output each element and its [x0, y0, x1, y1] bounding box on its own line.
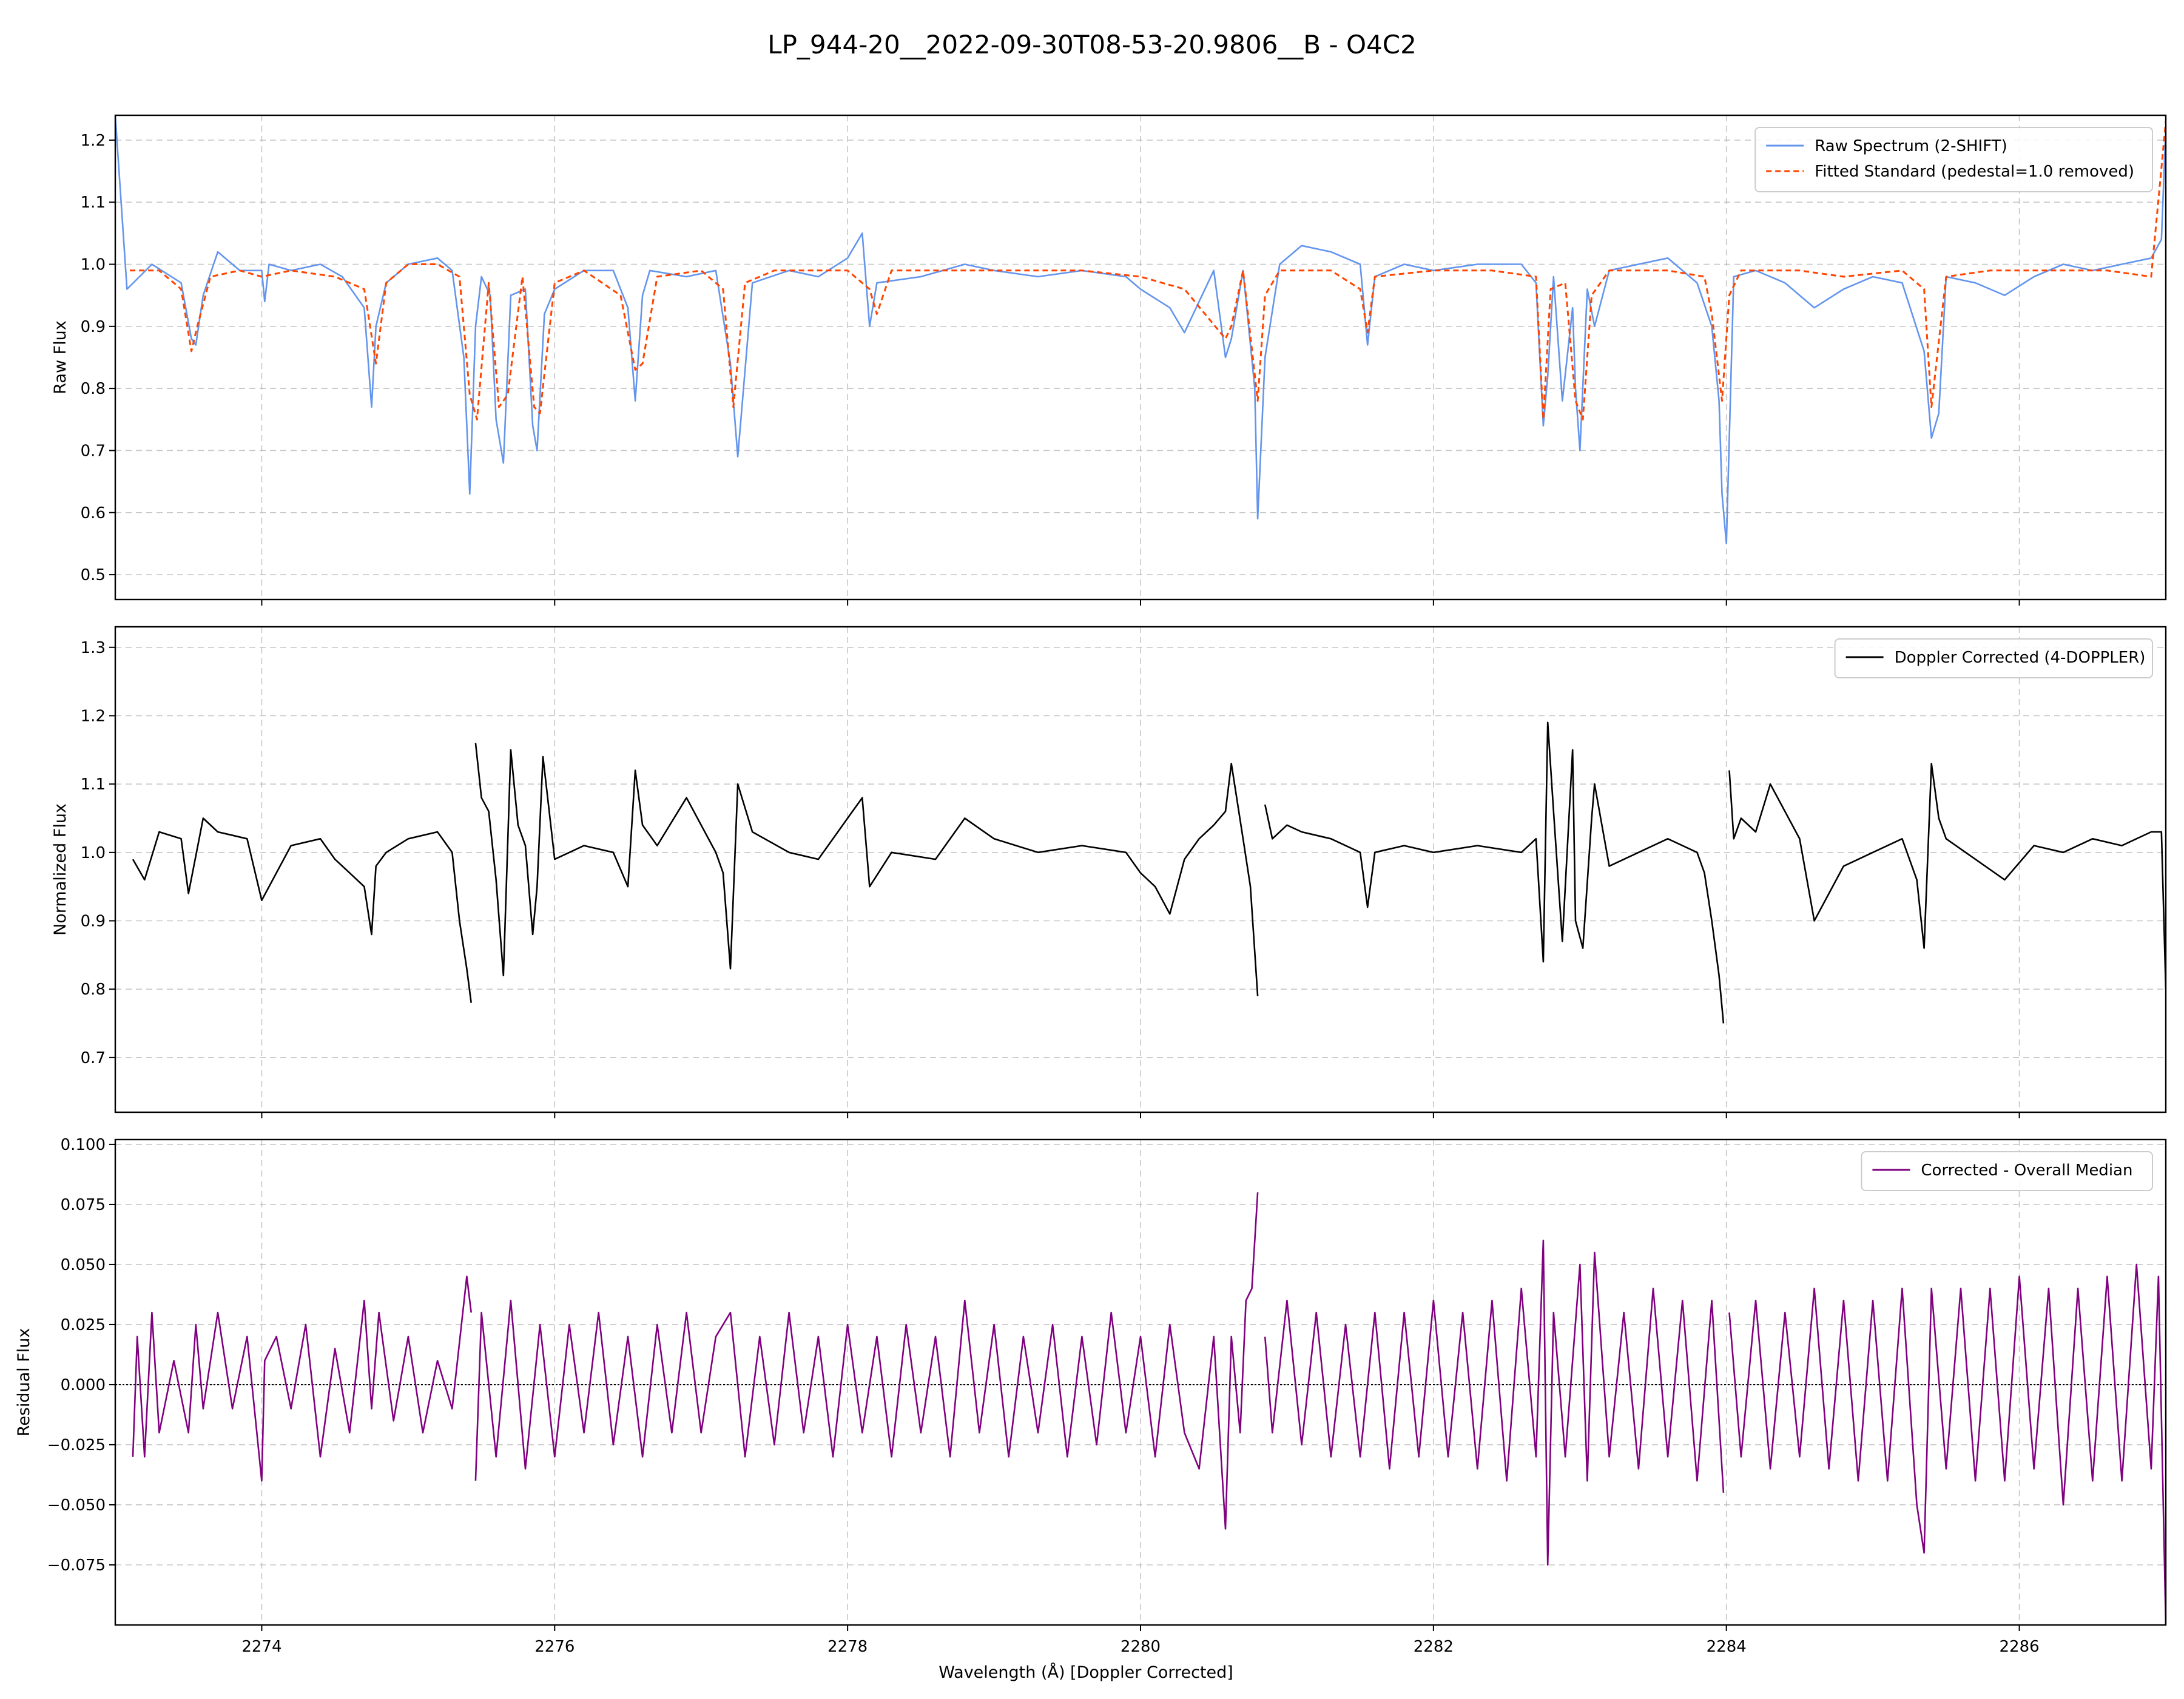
figure-title: LP_944-20__2022-09-30T08-53-20.9806__B -…: [767, 30, 1417, 59]
panel-top: 0.5 0.6 0.7 0.8 0.9 1.0 1.1 1.2 Raw Flux Raw Spec…: [51, 114, 2167, 606]
y-tick-label: −0.075: [47, 1556, 106, 1575]
series-line-bottom-0: [1264, 1240, 1725, 1566]
y-tick-label: −0.025: [47, 1436, 106, 1454]
legend: Doppler Corrected (4-DOPPLER): [1834, 638, 2154, 678]
x-axis-label: Wavelength (Å) [Doppler Corrected]: [939, 1663, 1233, 1682]
legend: Corrected - Overall Median: [1861, 1151, 2153, 1191]
legend-label: Fitted Standard (pedestal=1.0 removed): [1815, 163, 2134, 181]
y-axis-label: Normalized Flux: [51, 803, 70, 936]
panel-frame: [114, 1138, 2167, 1626]
x-tick-label: 2276: [534, 1638, 575, 1656]
panel-frame: [114, 114, 2167, 601]
series-line-middle-0: [132, 817, 472, 1003]
x-tick-label: 2274: [241, 1638, 281, 1656]
y-tick-label: 0.8: [81, 380, 106, 398]
legend: Raw Spectrum (2-SHIFT) Fitted Standard (p…: [1754, 127, 2153, 192]
y-tick-label: 0.9: [81, 318, 106, 336]
y-tick-label: 0.075: [61, 1196, 106, 1214]
y-tick-label: 1.0: [81, 256, 106, 274]
y-tick-label: 1.1: [81, 194, 106, 212]
series-group: [132, 1192, 2166, 1625]
series-line-top-1: [130, 121, 2166, 421]
legend-label: Doppler Corrected (4-DOPPLER): [1895, 649, 2146, 667]
y-tick-label: 0.100: [61, 1136, 106, 1154]
y-tick-label: 1.1: [81, 775, 106, 794]
x-tick-label: 2284: [1707, 1638, 1747, 1656]
panel-middle: 0.7 0.8 0.9 1.0 1.1 1.2 1.3 Normalized Flux Dopp…: [51, 626, 2167, 1118]
x-tick-label: 2286: [1999, 1638, 2039, 1656]
y-tick-label: 0.5: [81, 566, 106, 584]
y-axis-label: Residual Flux: [15, 1328, 33, 1437]
series-group: [132, 721, 2166, 1024]
legend-box: [1754, 127, 2153, 192]
series-line-bottom-0: [132, 1275, 472, 1482]
x-tick-label: 2282: [1414, 1638, 1454, 1656]
y-tick-label: 1.3: [81, 639, 106, 657]
y-tick-label: 0.8: [81, 981, 106, 999]
series-line-middle-0: [474, 743, 1259, 996]
panels-group: 0.5 0.6 0.7 0.8 0.9 1.0 1.1 1.2 Raw Flux Raw Spec…: [15, 114, 2167, 1656]
panel-frame: [114, 626, 2167, 1113]
series-group: [115, 115, 2166, 545]
y-tick-label: 1.0: [81, 844, 106, 862]
x-tick-label: 2278: [827, 1638, 868, 1656]
y-tick-label: 0.7: [81, 1049, 106, 1067]
series-line-top-0: [115, 115, 2166, 545]
y-tick-label: 1.2: [81, 707, 106, 725]
y-tick-label: 0.9: [81, 913, 106, 931]
y-tick-label: 0.050: [61, 1256, 106, 1274]
y-tick-label: 0.6: [81, 504, 106, 522]
y-tick-label: 0.000: [61, 1376, 106, 1394]
legend-label: Corrected - Overall Median: [1921, 1161, 2132, 1180]
y-tick-label: 0.025: [61, 1316, 106, 1334]
panel-bottom: −0.075 −0.050 −0.025 0.000 0.025 0.050 0.075 0.…: [15, 1136, 2167, 1656]
y-tick-label: 0.7: [81, 442, 106, 460]
y-axis-label: Raw Flux: [51, 320, 70, 394]
series-line-bottom-0: [1728, 1263, 2166, 1625]
series-line-bottom-0: [474, 1192, 1259, 1530]
legend-label: Raw Spectrum (2-SHIFT): [1815, 137, 2007, 155]
series-line-middle-0: [1728, 763, 2166, 990]
x-tick-label: 2280: [1121, 1638, 1161, 1656]
series-line-middle-0: [1264, 721, 1725, 1024]
legend-box: [1861, 1151, 2153, 1191]
legend-box: [1834, 638, 2154, 678]
y-tick-label: 1.2: [81, 132, 106, 150]
y-tick-label: −0.050: [47, 1496, 106, 1515]
